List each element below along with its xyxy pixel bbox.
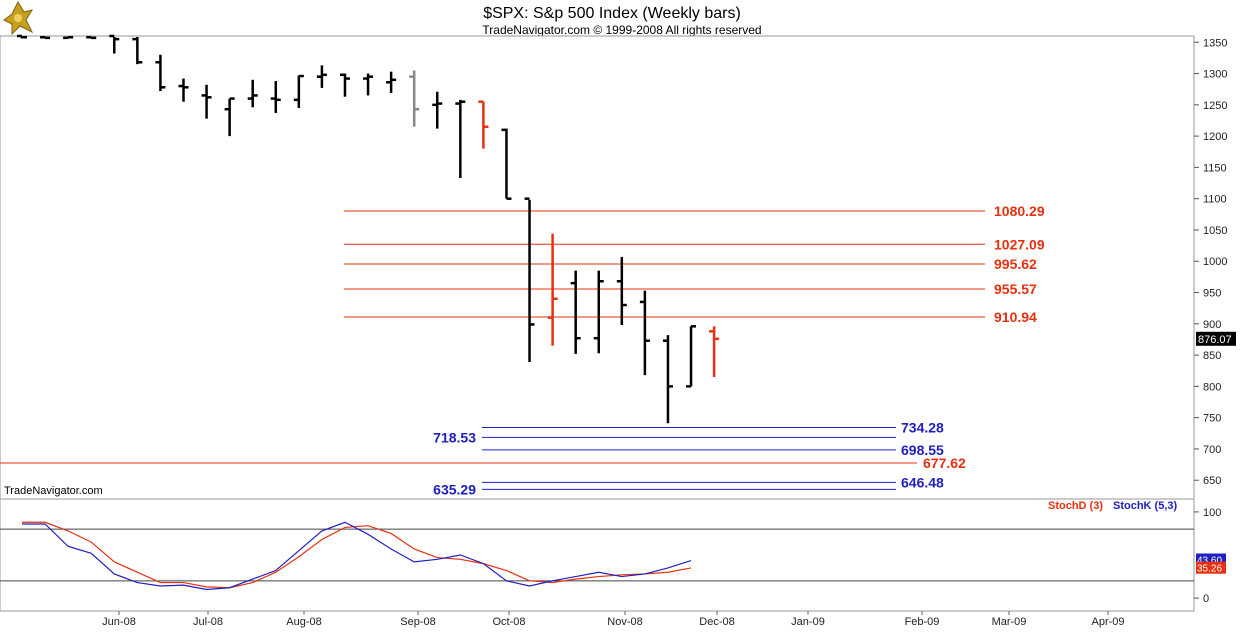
- stoch-tick-label: 0: [1203, 593, 1209, 605]
- price-tick-label: 850: [1203, 350, 1221, 362]
- stoch-k-readout: 43.60: [1197, 556, 1222, 567]
- ohlc-bar: [686, 325, 697, 388]
- ohlc-bar: [616, 256, 627, 326]
- x-tick-label: Feb-09: [905, 616, 940, 628]
- chart-title: $SPX: S&p 500 Index (Weekly bars): [483, 5, 741, 22]
- price-tick-label: 800: [1203, 381, 1221, 393]
- current-price-label: 876.07: [1198, 334, 1232, 346]
- price-tick-label: 900: [1203, 319, 1221, 331]
- ohlc-bar: [339, 73, 350, 97]
- ohlc-bar: [201, 84, 212, 119]
- ohlc-bar: [293, 74, 304, 108]
- price-tick-label: 1350: [1203, 37, 1227, 49]
- resistance-label: 1080.29: [994, 203, 1045, 219]
- support-label: 734.28: [901, 419, 944, 435]
- ohlc-bar: [455, 99, 466, 179]
- price-tick-label: 1200: [1203, 131, 1227, 143]
- price-tick-label: 650: [1203, 475, 1221, 487]
- ohlc-bar: [386, 71, 397, 93]
- ohlc-bar: [524, 197, 535, 362]
- watermark: TradeNavigator.com: [4, 485, 103, 497]
- x-tick-label: Jul-08: [193, 616, 223, 628]
- ohlc-bar: [662, 335, 673, 424]
- x-axis: Jun-08 Jul-08 Aug-08 Sep-08 Oct-08 Nov-08 Dec-…: [102, 611, 1125, 628]
- stoch-panel: [0, 498, 1195, 612]
- price-bars: [17, 34, 720, 424]
- x-tick-label: Jun-08: [102, 616, 136, 628]
- x-tick-label: Dec-08: [699, 616, 734, 628]
- ohlc-bar: [63, 36, 74, 40]
- resistance-label: 1027.09: [994, 236, 1045, 252]
- price-tick-label: 1000: [1203, 256, 1227, 268]
- x-tick-label: Nov-08: [607, 616, 642, 628]
- ohlc-bar: [224, 97, 235, 137]
- level-label: 677.62: [923, 455, 966, 471]
- legend-entry: StochD (3): [1048, 500, 1103, 512]
- ohlc-bar: [109, 34, 120, 54]
- levels: 1080.29 1027.09 995.62 955.57 910.94 734.28 69…: [0, 203, 1045, 497]
- chart-subtitle: TradeNavigator.com © 1999-2008 All right…: [482, 23, 761, 37]
- ohlc-bar: [639, 290, 650, 376]
- ohlc-bar: [409, 70, 420, 127]
- price-tick-label: 1250: [1203, 100, 1227, 112]
- trade-navigator-logo-icon: [3, 0, 34, 36]
- stoch-d-readout-bg: [1196, 561, 1226, 574]
- stoch-tick-label: 100: [1203, 507, 1221, 519]
- current-price-box: 876.07: [1196, 331, 1236, 346]
- support-label-left: 718.53: [433, 429, 476, 445]
- ohlc-bar: [547, 233, 558, 346]
- stoch-series-line: [22, 521, 692, 591]
- legend-entry: StochK (5,3): [1113, 500, 1178, 512]
- resistance-label: 955.57: [994, 281, 1037, 297]
- x-tick-label: Mar-09: [992, 616, 1027, 628]
- ohlc-bar: [17, 34, 27, 39]
- ohlc-bar: [247, 79, 258, 108]
- price-tick-label: 1150: [1203, 162, 1227, 174]
- price-tick-label: 1300: [1203, 69, 1227, 81]
- stoch-series-line: [22, 521, 692, 589]
- resistance-label: 995.62: [994, 256, 1037, 272]
- x-tick-label: Aug-08: [286, 616, 321, 628]
- price-panel: [0, 35, 1195, 500]
- price-tick-label: 750: [1203, 413, 1221, 425]
- price-tick-label: 950: [1203, 288, 1221, 300]
- ohlc-bar: [593, 270, 604, 354]
- support-label: 646.48: [901, 474, 944, 490]
- price-tick-label: 700: [1203, 444, 1221, 456]
- x-tick-label: Sep-08: [400, 616, 435, 628]
- x-tick-label: Oct-08: [492, 616, 525, 628]
- ohlc-bar: [570, 270, 581, 354]
- ohlc-bar: [270, 81, 281, 113]
- support-label: 698.55: [901, 442, 944, 458]
- stoch-lines: [22, 521, 692, 591]
- resistance-label: 910.94: [994, 309, 1037, 325]
- ohlc-bar: [709, 326, 720, 377]
- ohlc-bar: [132, 37, 143, 65]
- stoch-d-readout: 35.26: [1197, 564, 1222, 575]
- ohlc-bar: [501, 128, 512, 200]
- price-tick-label: 1050: [1203, 225, 1227, 237]
- price-tick-label: 1100: [1203, 194, 1227, 206]
- ohlc-bar: [155, 54, 166, 92]
- x-tick-label: Apr-09: [1091, 616, 1124, 628]
- ohlc-bar: [86, 36, 97, 40]
- price-axis: 650 700 750 800 850 900 950 1000 1050 1100 1150 120…: [1194, 37, 1236, 487]
- ohlc-bar: [316, 65, 327, 88]
- ohlc-bar: [478, 100, 489, 149]
- x-tick-label: Jan-09: [791, 616, 825, 628]
- stoch-legend: StochD (3) StochK (5,3): [1048, 500, 1178, 512]
- ohlc-bar: [363, 73, 374, 96]
- ohlc-bar: [432, 91, 443, 129]
- current-price-box-bg: [1196, 331, 1236, 346]
- ohlc-bar: [178, 78, 189, 102]
- support-label-left: 635.29: [433, 481, 476, 497]
- ohlc-bar: [40, 36, 51, 40]
